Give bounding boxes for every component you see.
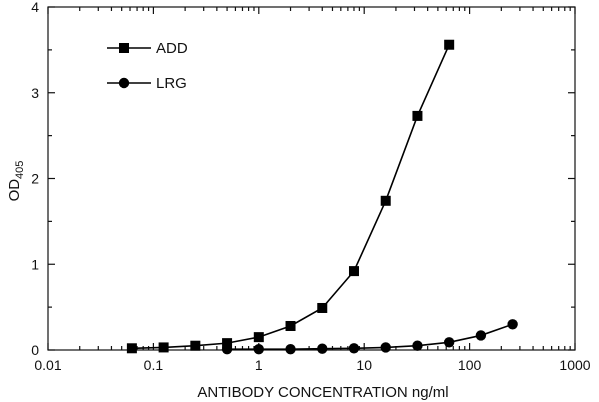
x-axis-label: ANTIBODY CONCENTRATION ng/ml: [197, 384, 448, 401]
data-point-add: [285, 320, 296, 331]
x-tick-label: 0.1: [144, 357, 164, 373]
data-point-lrg: [443, 337, 455, 348]
data-point-add: [253, 332, 264, 343]
x-tick-label: 100: [458, 357, 482, 373]
data-point-add: [348, 266, 359, 277]
legend: ADD LRG: [107, 40, 188, 92]
legend-label-lrg: LRG: [156, 75, 187, 92]
data-point-lrg: [412, 340, 423, 351]
data-point-add: [317, 302, 328, 313]
data-point-add: [444, 39, 455, 50]
x-tick-label: 0.01: [34, 357, 61, 373]
plot-axes: [47, 6, 576, 351]
data-point-add: [412, 110, 423, 121]
y-tick-label: 4: [31, 0, 39, 15]
data-point-add: [158, 342, 169, 353]
data-point-add: [380, 195, 391, 206]
series-layer: [126, 39, 518, 355]
legend-marker-lrg: [118, 77, 130, 89]
y-axis-label: OD405: [6, 161, 26, 202]
y-axis-label-main: OD: [6, 179, 23, 202]
data-point-lrg: [348, 343, 360, 354]
data-point-lrg: [285, 343, 296, 355]
legend-label-add: ADD: [156, 40, 188, 57]
data-point-lrg: [507, 319, 518, 330]
data-point-lrg: [221, 343, 233, 355]
x-tick-label: 1: [255, 357, 263, 373]
data-point-lrg: [475, 330, 487, 341]
data-point-add: [190, 340, 201, 351]
x-tick-label: 10: [356, 357, 372, 373]
axis-ticks: 0.01 0.1 1 10 100 1000 0 1 2 3 4: [31, 0, 591, 373]
series-line-lrg: [227, 323, 513, 350]
data-point-add: [126, 343, 137, 354]
y-tick-label: 2: [31, 171, 39, 187]
data-point-add: [222, 338, 233, 349]
y-axis-label-sub: 405: [14, 161, 26, 179]
data-point-lrg: [317, 343, 328, 354]
y-tick-label: 1: [31, 256, 39, 272]
data-point-lrg: [253, 343, 264, 355]
data-point-lrg: [380, 342, 391, 353]
plot-frame: [47, 6, 576, 351]
x-tick-label: 1000: [559, 357, 590, 373]
legend-marker-add: [119, 43, 129, 53]
y-tick-label: 3: [31, 85, 39, 101]
y-tick-label: 0: [31, 342, 39, 358]
